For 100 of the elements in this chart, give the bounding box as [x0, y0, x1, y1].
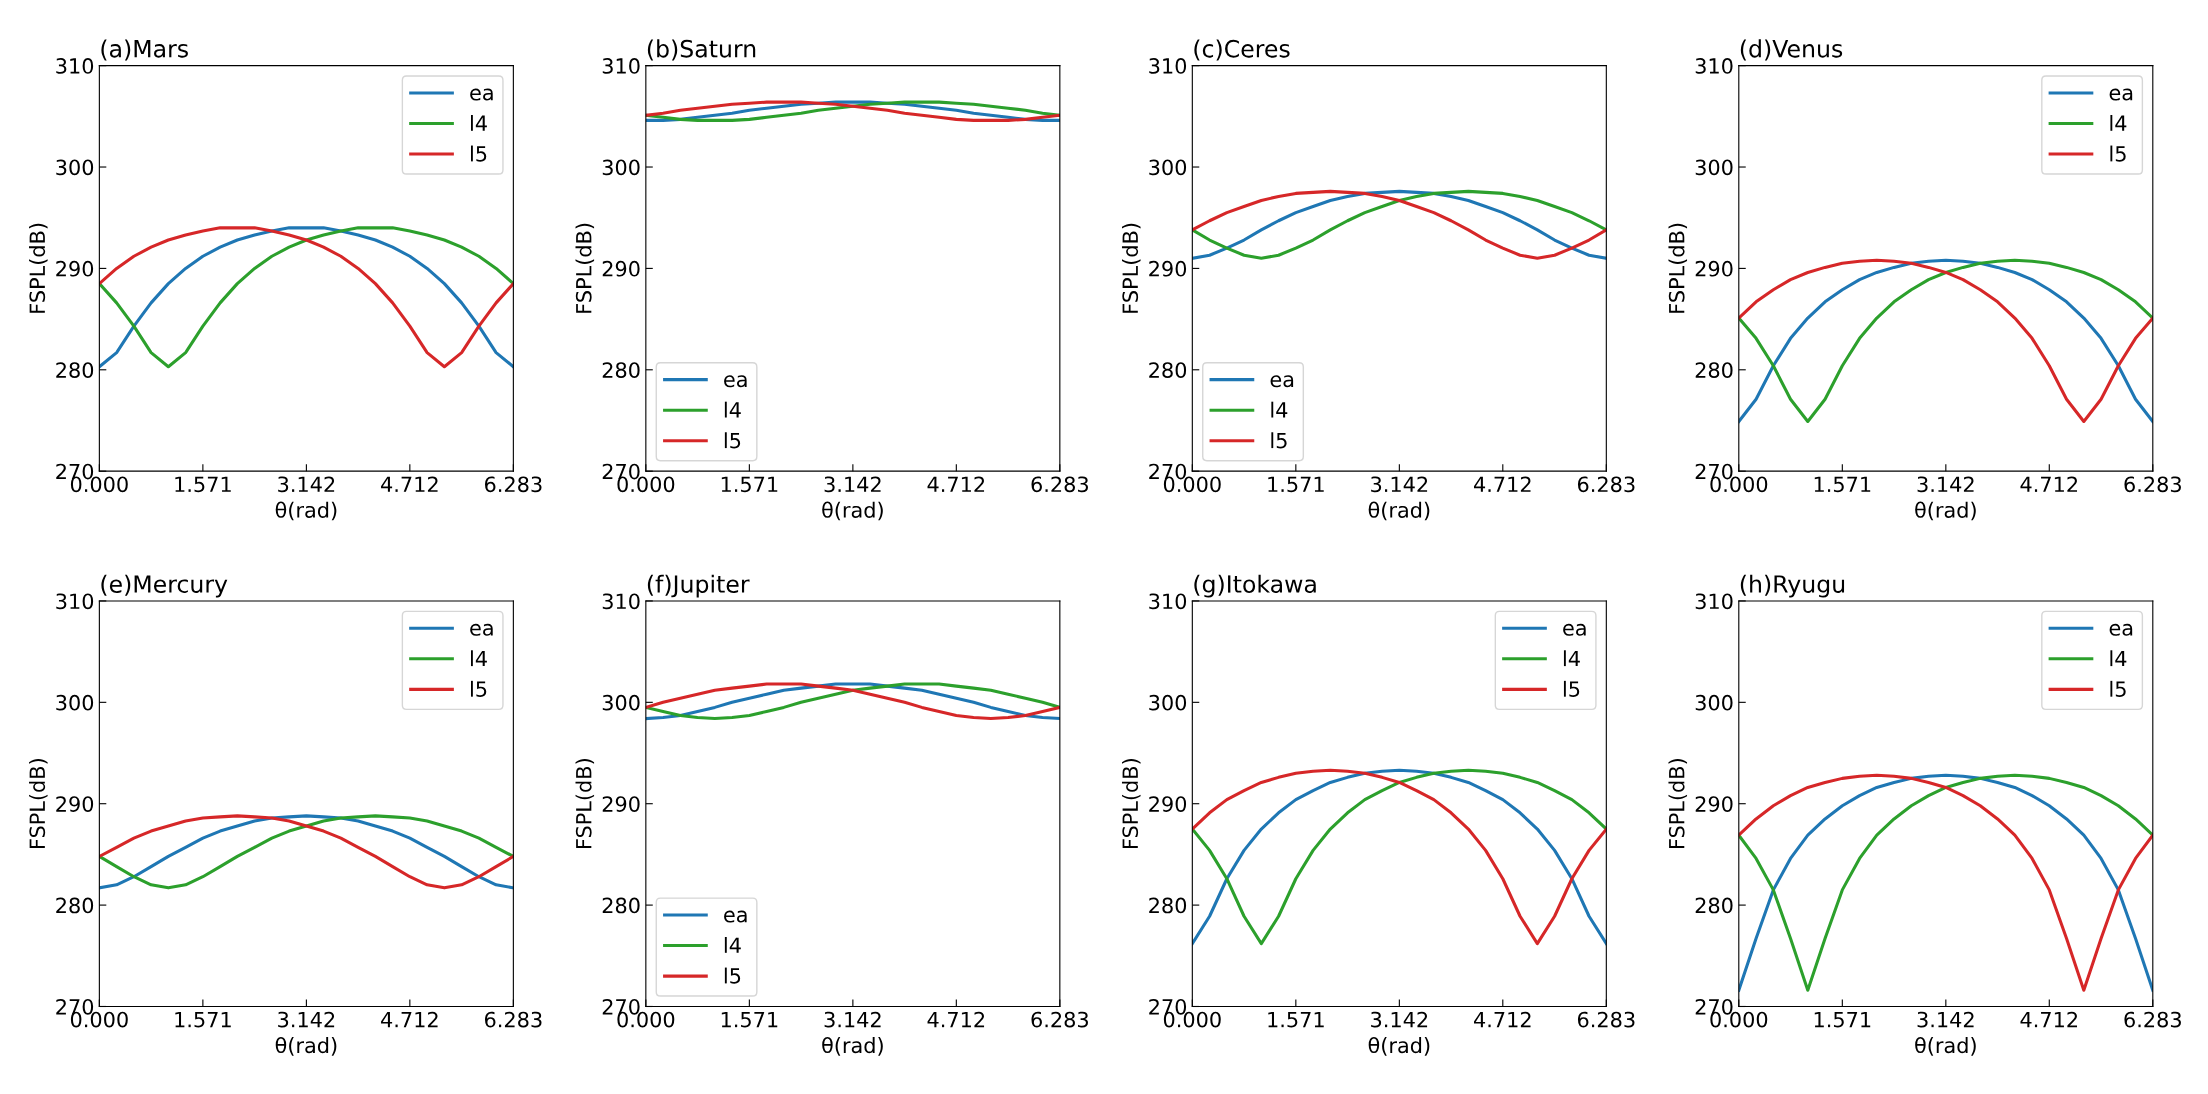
y-tick-label: 310 [602, 593, 640, 610]
x-tick-label: 6.283 [1031, 1011, 1088, 1028]
y-tick-label: 300 [1149, 694, 1187, 711]
y-axis-title: FSPL(dB) [29, 223, 48, 313]
x-tick-label: 3.142 [1917, 476, 1974, 493]
x-tick-label: 6.283 [1577, 1011, 1635, 1028]
x-tick-label: 3.142 [278, 1011, 335, 1028]
x-tick-label: 1.571 [721, 1011, 778, 1028]
x-axis-title: θ(rad) [1368, 501, 1430, 521]
x-tick-label: 4.712 [381, 476, 438, 492]
y-tick-label: 280 [1695, 897, 1733, 914]
x-tick-label: 1.571 [1814, 476, 1871, 493]
y-tick-label: 300 [1695, 694, 1733, 711]
legend-label: ea [470, 623, 493, 636]
x-tick-label: 1.571 [1268, 1011, 1324, 1028]
x-tick-label: 1.571 [175, 476, 231, 493]
x-tick-label: 3.142 [824, 1011, 881, 1028]
x-tick-label: 1.571 [175, 1011, 231, 1028]
y-tick-label: 310 [602, 58, 640, 74]
y-tick-label: 290 [1695, 796, 1733, 812]
y-axis-title: FSPL(dB) [1121, 223, 1141, 313]
y-tick-label: 310 [56, 593, 94, 610]
x-tick-label: 4.712 [1474, 1011, 1531, 1028]
x-tick-label: 6.283 [1031, 476, 1088, 493]
y-tick-label: 290 [56, 260, 94, 277]
legend-label: l4 [2110, 650, 2127, 667]
y-tick-label: 280 [602, 897, 640, 914]
legend-label: ea [2109, 88, 2133, 101]
legend-label: l4 [724, 401, 741, 418]
legend-label: ea [1270, 375, 1294, 388]
legend-label: l5 [470, 680, 487, 697]
y-tick-label: 280 [602, 362, 640, 378]
legend-label: l5 [1271, 432, 1287, 449]
y-tick-label: 310 [1149, 593, 1187, 610]
x-tick-label: 6.283 [1577, 476, 1635, 493]
y-tick-label: 290 [1149, 796, 1187, 812]
y-tick-label: 280 [56, 897, 94, 914]
y-tick-label: 300 [602, 694, 640, 711]
y-tick-label: 300 [56, 694, 94, 711]
legend-label: ea [724, 375, 747, 388]
x-axis-title: θ(rad) [275, 501, 337, 521]
chart-title: (b)Saturn [647, 39, 756, 61]
y-tick-label: 310 [56, 58, 94, 74]
x-axis-title: θ(rad) [822, 501, 883, 521]
x-tick-label: 4.712 [381, 1011, 438, 1028]
y-axis-title: FSPL(dB) [1121, 759, 1141, 849]
y-tick-label: 310 [1695, 58, 1733, 74]
legend-label: l4 [2110, 114, 2127, 131]
y-tick-label: 300 [1695, 159, 1733, 176]
legend-label: ea [1563, 623, 1586, 636]
legend-label: l5 [724, 432, 741, 449]
chart-title: (g)Itokawa [1194, 574, 1316, 598]
chart-title: (a)Mars [101, 39, 188, 61]
y-tick-label: 300 [602, 159, 640, 176]
x-tick-label: 3.142 [1917, 1011, 1974, 1028]
legend-label: l4 [470, 114, 487, 131]
y-tick-label: 310 [1149, 58, 1187, 74]
legend-label: ea [724, 910, 747, 923]
legend-label: l4 [1271, 401, 1288, 418]
chart-title: (d)Venus [1740, 39, 1843, 61]
x-tick-label: 1.571 [1268, 476, 1324, 493]
y-tick-label: 290 [56, 796, 94, 812]
y-axis-title: FSPL(dB) [1668, 759, 1688, 849]
x-axis-title: θ(rad) [275, 1036, 337, 1056]
y-axis-title: FSPL(dB) [29, 759, 48, 849]
x-tick-label: 6.283 [484, 476, 542, 493]
y-tick-label: 280 [56, 362, 94, 378]
y-tick-label: 290 [1695, 260, 1733, 277]
x-axis-title: θ(rad) [1915, 1036, 1976, 1056]
line-series [1192, 189, 1607, 260]
line-series [1192, 768, 1607, 946]
x-axis-title: θ(rad) [1368, 1036, 1430, 1056]
x-axis-title: θ(rad) [822, 1036, 883, 1056]
legend-label: l4 [1563, 650, 1580, 667]
y-tick-label: 280 [1695, 362, 1733, 378]
y-tick-label: 290 [602, 260, 640, 277]
y-tick-label: 300 [56, 159, 94, 176]
x-tick-label: 3.142 [1371, 1011, 1428, 1028]
x-tick-label: 6.283 [484, 1011, 542, 1028]
chart-title: (c)Ceres [1194, 39, 1290, 61]
x-tick-label: 4.712 [1474, 476, 1531, 492]
legend-label: l5 [724, 967, 741, 984]
x-tick-label: 1.571 [1814, 1011, 1871, 1028]
legend-label: l4 [724, 936, 741, 953]
y-tick-label: 280 [1149, 897, 1187, 914]
chart-title: (h)Ryugu [1740, 574, 1845, 598]
chart-title: (f)Jupiter [647, 574, 750, 598]
y-axis-title: FSPL(dB) [575, 223, 595, 313]
legend-label: ea [470, 88, 493, 101]
x-tick-label: 4.712 [927, 1011, 985, 1028]
y-tick-label: 290 [1149, 260, 1187, 277]
legend-label: ea [2109, 623, 2133, 636]
line-series [1738, 258, 2153, 424]
x-tick-label: 3.142 [824, 476, 881, 493]
x-tick-label: 4.712 [2020, 476, 2078, 492]
line-series [99, 226, 514, 369]
x-tick-label: 4.712 [927, 476, 985, 492]
y-tick-label: 310 [1695, 593, 1733, 610]
legend-label: l5 [470, 145, 487, 162]
x-tick-label: 6.283 [2124, 1011, 2181, 1028]
